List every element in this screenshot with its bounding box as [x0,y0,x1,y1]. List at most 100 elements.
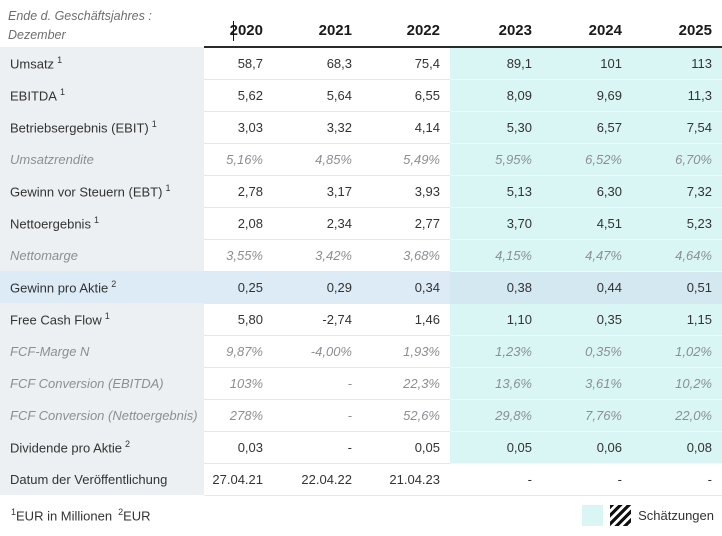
value-cell: 5,49% [362,143,450,176]
estimates-legend: Schätzungen [582,504,714,526]
value-cell: 68,3 [273,47,362,80]
year-header-2021: 2021 [273,0,362,48]
value-cell: 75,4 [362,47,450,80]
value-cell: 103% [204,367,273,400]
value-cell: 3,93 [362,175,450,208]
year-label: 2020 [229,22,263,39]
estimate-color-swatch [582,504,604,526]
row-label: Free Cash Flow 1 [0,303,204,335]
table-footer: 1EUR in Millionen 2EUR Schätzungen [0,496,722,526]
value-cell: 9,69 [542,79,632,112]
value-cell: 3,70 [450,207,542,240]
table-row: Dividende pro Aktie 2 0,03-0,05 0,05 0,06 0,0… [0,431,722,464]
footnotes: 1EUR in Millionen 2EUR [8,507,151,523]
table-row: Free Cash Flow 1 5,80 -2,74 1,46 1,10 0,35 1,15 [0,303,722,336]
value-cell: 0,29 [273,271,362,304]
row-label: Dividende pro Aktie 2 [0,431,204,463]
value-cell: 6,57 [542,111,632,144]
value-cell: 3,03 [204,111,273,144]
value-cell: 2,77 [362,207,450,240]
value-cell: 5,23 [632,207,722,240]
value-cell: 0,38 [450,271,542,304]
year-label: 2023 [498,22,532,39]
table-header-row: Ende d. Geschäftsjahres : Dezember 2020 … [0,0,722,48]
year-header-2020: 2020 [204,0,273,48]
year-label: 2025 [678,22,712,39]
value-cell: 3,42% [273,239,362,272]
table-row: Datum der Veröffentlichung 27.04.21 22.04.… [0,463,722,496]
period-label-line2: Dezember [8,28,66,42]
value-cell: 0,05 [362,431,450,464]
value-cell: 29,8% [450,399,542,432]
value-cell: 6,55 [362,79,450,112]
row-label: Gewinn pro Aktie 2 [0,271,204,303]
table-row: FCF Conversion (Nettoergebnis) 278% -52,6%… [0,399,722,432]
value-cell: 6,52% [542,143,632,176]
year-label: 2024 [588,22,622,39]
value-cell: 21.04.23 [362,463,450,496]
table-row: Umsatz 1 58,7 68,3 75,4 89,1 101 113 [0,47,722,80]
value-cell: 4,85% [273,143,362,176]
table-row: FCF-Marge N 9,87% -4,00% 1,93% 1,23% 0,35% 1,0… [0,335,722,368]
value-cell: 8,09 [450,79,542,112]
footnote-text-2: EUR [123,508,151,524]
row-label: Umsatzrendite [0,143,204,175]
value-cell: 1,93% [362,335,450,368]
row-label: FCF-Marge N [0,335,204,367]
value-cell: 0,34 [362,271,450,304]
value-cell: 0,35% [542,335,632,368]
fiscal-year-end-header: Ende d. Geschäftsjahres : Dezember [0,0,204,47]
financials-table: Ende d. Geschäftsjahres : Dezember 2020 … [0,0,722,496]
row-label: Gewinn vor Steuern (EBT) 1 [0,175,204,207]
value-cell: 5,13 [450,175,542,208]
year-header-2023: 2023 [450,0,542,48]
table-row: Nettoergebnis 1 2,08 2,34 2,77 3,70 4,51 5,23 [0,207,722,240]
value-cell: 7,54 [632,111,722,144]
footnote-marker-1: 1 [11,506,17,517]
row-label: FCF Conversion (Nettoergebnis) [0,399,204,431]
period-label-line1: Ende d. Geschäftsjahres : [8,9,152,23]
value-cell: - [542,463,632,496]
value-cell: 6,70% [632,143,722,176]
value-cell: 3,55% [204,239,273,272]
value-cell: 13,6% [450,367,542,400]
row-label: Betriebsergebnis (EBIT) 1 [0,111,204,143]
text-cursor [233,21,234,41]
value-cell: 101 [542,47,632,80]
value-cell: 4,64% [632,239,722,272]
value-cell: 22,3% [362,367,450,400]
value-cell: 4,47% [542,239,632,272]
value-cell: 1,23% [450,335,542,368]
value-cell: 5,30 [450,111,542,144]
value-cell: 52,6% [362,399,450,432]
footnote-marker-2: 2 [118,506,124,517]
value-cell: 22,0% [632,399,722,432]
row-label: Nettoergebnis 1 [0,207,204,239]
value-cell: 3,68% [362,239,450,272]
table-row: FCF Conversion (EBITDA) 103% -22,3% 13,6% 3,… [0,367,722,400]
value-cell: 5,95% [450,143,542,176]
table-row: EBITDA 1 5,62 5,64 6,55 8,09 9,69 11,3 [0,79,722,112]
estimate-hatch-icon [610,504,632,526]
value-cell: 3,17 [273,175,362,208]
table-row: Umsatzrendite 5,16% 4,85% 5,49% 5,95% 6,52% 6,… [0,143,722,176]
value-cell: 58,7 [204,47,273,80]
value-cell: 7,76% [542,399,632,432]
value-cell: 113 [632,47,722,80]
value-cell: -4,00% [273,335,362,368]
value-cell: - [273,367,362,400]
value-cell: 7,32 [632,175,722,208]
value-cell: 0,44 [542,271,632,304]
value-cell: 0,03 [204,431,273,464]
row-label: Datum der Veröffentlichung [0,463,204,495]
row-label: Umsatz 1 [0,47,204,79]
value-cell: 10,2% [632,367,722,400]
value-cell: 0,05 [450,431,542,464]
value-cell: - [273,399,362,432]
value-cell: 11,3 [632,79,722,112]
year-header-2025: 2025 [632,0,722,48]
footnote-text-1: EUR in Millionen [16,508,113,524]
table-row: Betriebsergebnis (EBIT) 1 3,03 3,32 4,14 5,30… [0,111,722,144]
table-row: Gewinn pro Aktie 2 0,25 0,29 0,34 0,38 0,44 0,5… [0,271,722,304]
